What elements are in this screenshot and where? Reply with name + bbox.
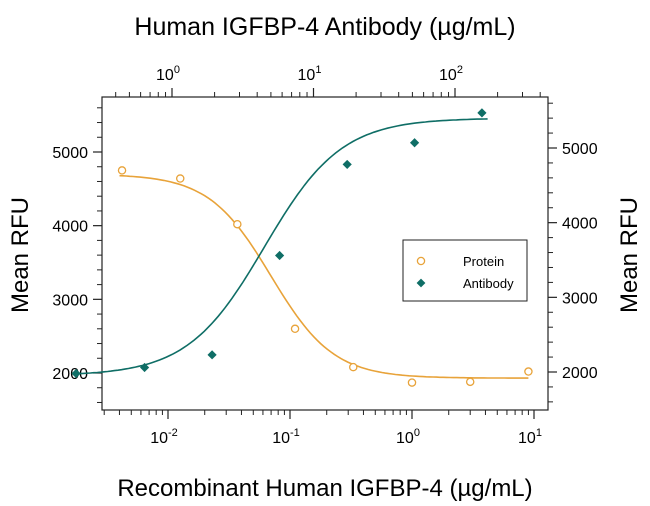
y2-tick-label: 2000 [562,365,598,382]
ticks-layer: 10-2 10-1 100 101 100 101 102 2000 3000 4000 5000 2… [52,64,597,447]
x2-tick-label: 100 [156,64,180,84]
legend-marker-antibody [416,278,426,288]
x-tick-label: 10-1 [272,427,300,447]
legend-box [402,239,528,302]
point-antibody [342,159,352,170]
legend-label-protein: Protein [463,254,504,269]
y-tick-label: 4000 [52,219,88,236]
legend: Protein Antibody [402,239,528,302]
point-antibody [71,368,81,379]
point-protein [233,219,242,229]
y-tick-label: 3000 [52,292,88,309]
legend-items: Protein Antibody [416,254,514,291]
data-points [71,108,533,387]
point-protein [524,367,533,376]
y2-tick-label: 3000 [562,290,598,307]
point-antibody [477,108,487,118]
plot-frame [101,96,549,411]
point-protein [175,174,185,183]
x2-tick-label: 101 [298,64,322,84]
legend-marker-protein [416,256,426,266]
y2-tick-label: 5000 [562,141,598,158]
point-antibody [207,350,217,360]
point-protein [407,378,417,387]
y-tick-label: 5000 [52,145,88,162]
y-axis-label-right: Mean RFU [616,197,643,313]
fit-curve-protein [119,174,529,379]
y-tick-label: 2000 [52,366,88,383]
x-tick-label: 10-2 [150,427,178,447]
point-protein [290,324,300,334]
x-tick-label: 100 [396,427,420,447]
y2-tick-label: 4000 [562,216,598,233]
y-axis-label-left: Mean RFU [7,197,34,313]
x2-tick-label: 102 [439,64,463,84]
point-antibody [274,250,285,261]
point-antibody [139,362,150,373]
x-tick-label: 101 [518,427,542,447]
point-protein [465,377,475,387]
point-antibody [409,138,420,148]
legend-label-antibody: Antibody [463,276,514,291]
x-axis-label: Recombinant Human IGFBP-4 (µg/mL) [117,475,532,502]
chart-title: Human IGFBP-4 Antibody (µg/mL) [134,13,515,41]
point-protein [117,166,127,175]
point-protein [349,362,358,372]
